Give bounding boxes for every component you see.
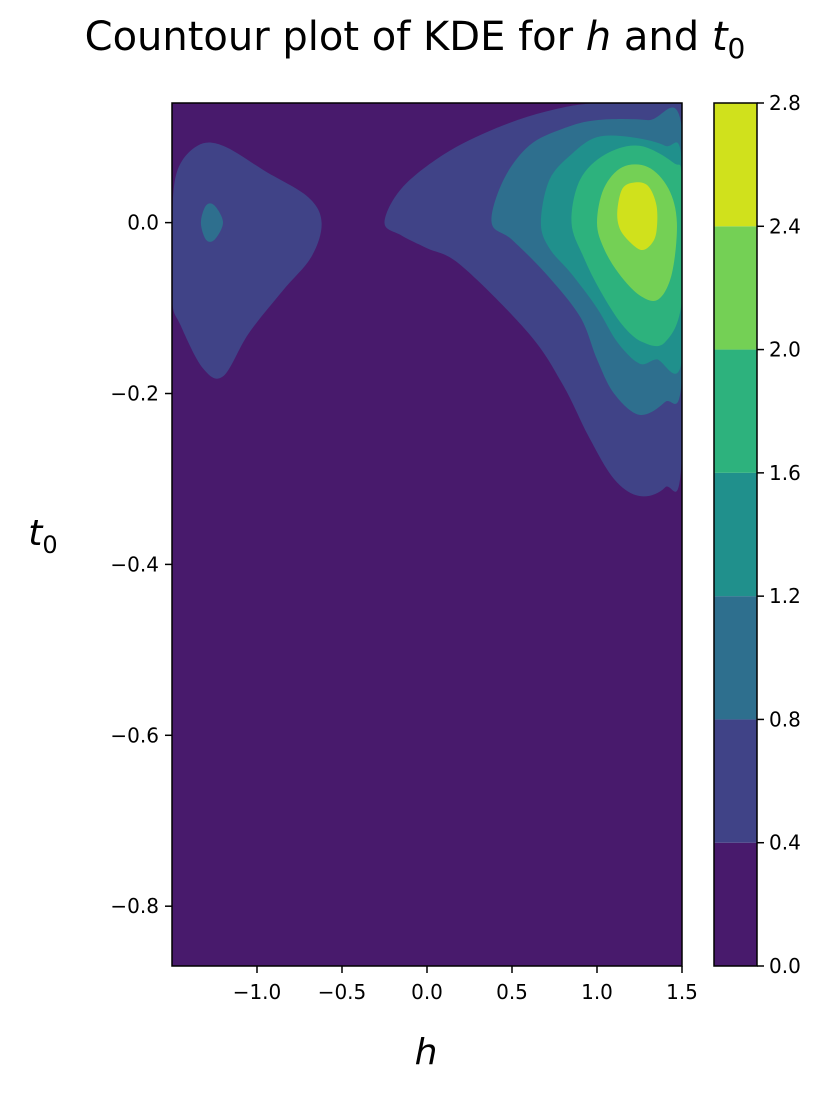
contour-left-0.8 [200, 203, 223, 242]
colorbar-tick-label: 0.4 [769, 831, 801, 855]
title-h: h [585, 14, 612, 60]
colorbar-band [714, 472, 757, 597]
colorbar-tick-label: 1.2 [769, 584, 801, 608]
y-axis-label: t0 [18, 513, 68, 559]
y-axis-label-sub: 0 [42, 531, 58, 559]
colorbar-band [714, 349, 757, 473]
x-tick-label: 0.5 [496, 980, 528, 1004]
y-tick-label: −0.8 [110, 894, 159, 918]
y-tick-label: −0.4 [110, 552, 159, 576]
colorbar-frame [713, 102, 758, 967]
x-tick-label: −1.0 [233, 980, 282, 1004]
y-tick-label: −0.2 [110, 382, 159, 406]
chart-title: Countour plot of KDE for h and t0 [0, 14, 830, 65]
contour-left-0.4 [172, 142, 322, 379]
colorbar-tick-label: 1.6 [769, 461, 801, 485]
x-axis-label: h [414, 1032, 438, 1073]
x-tick-label: 1.5 [666, 980, 698, 1004]
contour-right-2.4 [617, 182, 658, 251]
title-text: Countour plot of KDE for [84, 14, 586, 60]
x-tick-label: 1.0 [581, 980, 613, 1004]
colorbar-band [714, 596, 757, 720]
y-tick-label: −0.6 [110, 723, 159, 747]
colorbar-tick-label: 0.8 [769, 707, 801, 731]
y-axis-label-t: t [28, 513, 43, 554]
colorbar-band [714, 226, 757, 350]
title-and: and [611, 14, 712, 60]
colorbar-tick-label: 2.4 [769, 214, 801, 238]
colorbar-tick-label: 2.0 [769, 338, 801, 362]
x-tick-label: −0.5 [318, 980, 367, 1004]
title-sub: 0 [727, 32, 746, 65]
x-tick-label: 0.0 [411, 980, 443, 1004]
y-tick-label: 0.0 [127, 211, 159, 235]
title-t: t [711, 14, 728, 60]
colorbar-tick-label: 2.8 [769, 91, 801, 115]
colorbar-band [714, 103, 757, 227]
colorbar-band [714, 719, 757, 843]
colorbar-band [714, 842, 757, 966]
colorbar-tick-label: 0.0 [769, 954, 801, 978]
